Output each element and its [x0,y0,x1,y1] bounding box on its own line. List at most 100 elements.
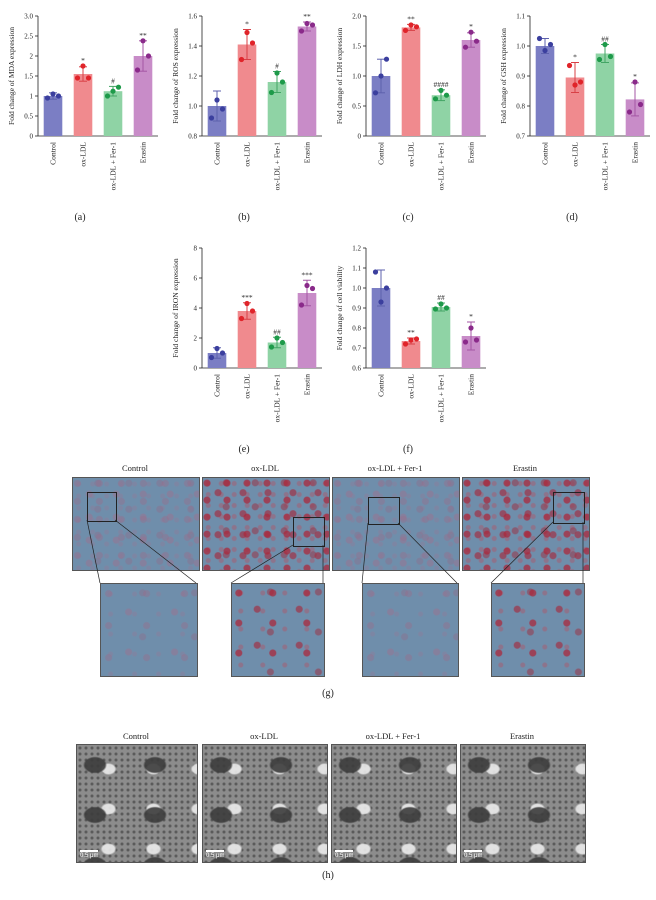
x-tick-label-ox-ldl: ox-LDL [571,142,580,167]
significance-mark: ** [407,328,415,337]
chart-f: 0.6 0.7 0.8 0.9 1.0 1.1 1.2 Fold change of cell… [335,245,486,422]
significance-mark: ## [437,293,445,302]
data-point [378,299,384,305]
bar-erastin [297,26,317,136]
x-tick-label-control: Control [377,142,386,165]
chart-c: 0 0.5 1.0 1.5 2.0 Fold change of LDH expressi… [335,13,486,190]
data-point [542,47,548,54]
y-tick-label: 1.2 [188,73,197,81]
y-tick-label: 1.1 [352,265,361,273]
data-point [214,345,220,352]
data-point [249,308,256,314]
h-title-oxldl: ox-LDL [250,731,278,741]
y-tick-label: 0 [30,133,34,141]
h-image-erastin: 0.5 μm [460,744,586,863]
h-image-oxldl: 0.5 μm [202,744,328,863]
data-point [572,82,578,88]
y-tick-label: 1.0 [352,73,361,81]
data-point [44,95,51,101]
x-tick-label-control: Control [213,374,222,397]
h-image-oxldl-fer1: 0.5 μm [331,744,457,863]
data-point [110,88,116,94]
significance-mark: ** [303,12,311,21]
y-tick-label: 2 [194,335,198,343]
data-point [536,35,543,42]
data-point [438,301,444,307]
h-scale-bar-erastin: 0.5 μm [464,853,483,859]
y-tick-label: 0.8 [188,133,197,141]
data-point [432,306,439,312]
panel-label-c: (c) [402,212,414,223]
y-tick-label: 0.7 [516,133,525,141]
data-point [309,22,316,28]
chart-a: 0 0.5 1 1.5 2 2.5 3.0 Fold change of MDA expres… [7,13,158,191]
data-point [402,341,409,347]
significance-mark: ** [139,31,147,40]
x-tick-label-control: Control [377,374,386,397]
data-point [607,53,614,60]
y-tick-label: 0 [358,133,362,141]
panel-label-e: (e) [238,444,250,455]
x-tick-label-control: Control [541,142,550,165]
g-title-control: Control [122,463,148,473]
data-point [219,350,226,356]
data-point [85,75,92,81]
panel-label-a: (a) [74,212,86,223]
y-axis-label: Fold change of GSH expression [499,28,508,124]
significance-mark: # [275,62,279,71]
y-tick-label: 2.5 [24,33,33,41]
chart-b: 0.8 1.0 1.2 1.4 1.6 Fold change of ROS expres… [171,12,322,190]
data-point [468,325,474,331]
g-image-oxldl [202,477,330,571]
data-point [208,354,215,361]
data-point [134,67,141,73]
x-tick-label-ox-ldl: ox-LDL [79,142,88,167]
significance-mark: * [633,72,637,81]
bar-ox-ldl [73,74,93,136]
significance-mark: *** [301,270,313,279]
x-tick-label-control: Control [49,142,58,165]
y-tick-label: 0.5 [352,103,361,111]
significance-mark: *** [241,293,253,302]
data-point [443,305,450,311]
data-point [55,93,62,99]
data-point [378,73,384,79]
data-point [279,79,286,85]
bar-erastin [625,99,645,136]
bar-erastin [133,56,153,136]
significance-mark: * [81,56,85,65]
y-tick-label: 1.0 [352,285,361,293]
data-point [104,93,111,99]
data-point [50,91,56,97]
y-tick-label: 4 [194,305,198,313]
y-tick-label: 0.6 [352,365,361,373]
y-tick-label: 3.0 [24,13,33,21]
x-tick-label-ox-ldl: ox-LDL [407,142,416,167]
g-image-erastin [462,477,590,571]
data-point [438,87,444,93]
y-tick-label: 8 [194,245,198,253]
bar-ox-ldl [565,77,585,136]
data-point [383,285,390,291]
data-point [632,79,638,85]
y-tick-label: 1.2 [352,245,361,253]
data-point [443,92,450,98]
bar-control [371,288,391,368]
data-point [383,56,390,62]
data-point [408,22,414,28]
data-point [462,44,469,50]
data-point [219,106,226,112]
data-point [298,302,305,308]
data-point [238,56,245,63]
x-tick-label-ox-ldl-fer-1: ox-LDL + Fer-1 [109,142,118,191]
bar-ox-ldl-fer-1 [431,307,451,368]
y-tick-label: 1.1 [516,13,525,21]
data-point [473,38,480,44]
y-tick-label: 1.6 [188,13,197,21]
data-point [413,24,420,30]
data-point [468,29,474,35]
g-title-oxldl-fer1: ox-LDL + Fer-1 [367,463,423,473]
data-point [408,337,414,343]
data-point [208,115,215,121]
